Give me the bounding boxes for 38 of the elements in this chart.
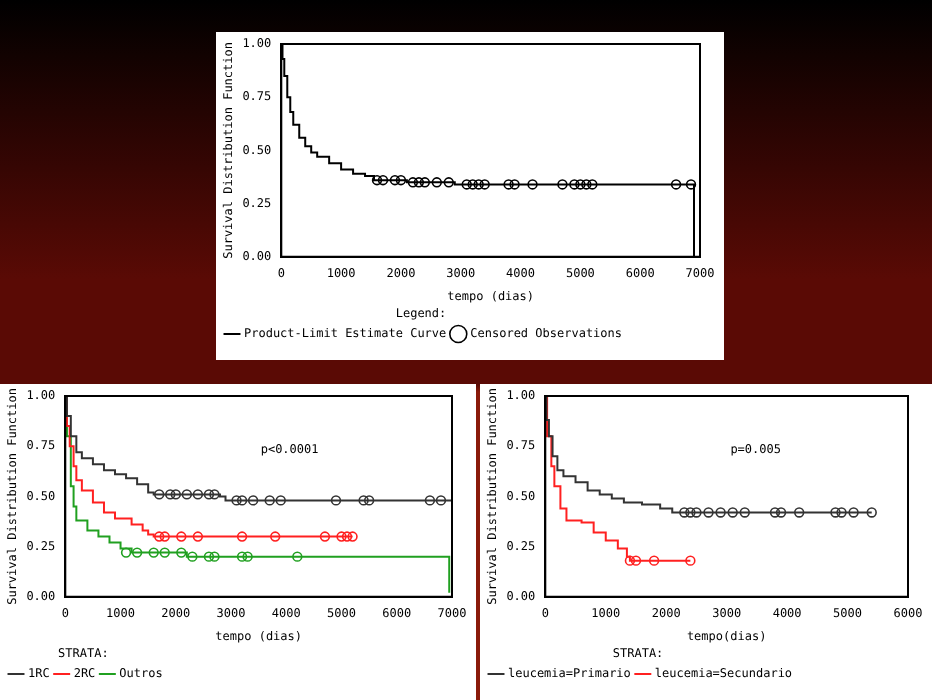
point bbox=[187, 551, 198, 562]
point bbox=[336, 531, 347, 542]
point bbox=[347, 531, 358, 542]
point bbox=[165, 489, 176, 500]
point bbox=[159, 547, 170, 558]
point bbox=[236, 495, 248, 506]
point bbox=[176, 547, 187, 558]
point bbox=[275, 495, 286, 506]
point bbox=[120, 547, 132, 558]
point bbox=[435, 495, 447, 506]
point bbox=[203, 489, 215, 500]
point bbox=[209, 489, 220, 500]
point bbox=[181, 489, 193, 500]
point bbox=[264, 495, 275, 506]
point bbox=[176, 531, 187, 542]
point bbox=[424, 495, 436, 506]
point bbox=[159, 531, 170, 542]
point bbox=[292, 551, 303, 562]
point bbox=[131, 547, 143, 558]
point bbox=[358, 495, 369, 506]
point bbox=[363, 495, 375, 506]
point bbox=[203, 551, 215, 562]
point bbox=[209, 551, 220, 562]
point bbox=[330, 495, 342, 506]
point bbox=[341, 531, 353, 542]
point bbox=[236, 531, 248, 542]
point bbox=[242, 551, 253, 562]
point bbox=[192, 531, 204, 542]
point bbox=[154, 531, 165, 542]
point bbox=[170, 489, 181, 500]
point bbox=[270, 531, 281, 542]
point bbox=[319, 531, 331, 542]
point bbox=[247, 495, 259, 506]
point bbox=[231, 495, 242, 506]
point bbox=[154, 489, 165, 500]
point bbox=[192, 489, 204, 500]
point bbox=[236, 551, 248, 562]
point bbox=[148, 547, 159, 558]
